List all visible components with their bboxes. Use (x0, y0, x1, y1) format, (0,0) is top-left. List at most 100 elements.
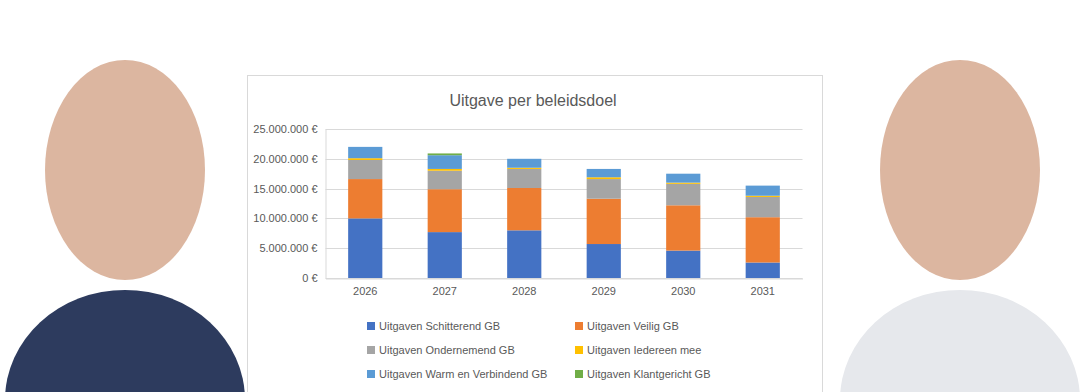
bar (428, 153, 462, 155)
y-tick-label: 15.000.000 € (253, 183, 317, 195)
bar (666, 184, 700, 205)
bar-series (348, 147, 780, 196)
bar (428, 189, 462, 232)
x-tick-label: 2027 (433, 285, 457, 297)
x-tick-label: 2031 (751, 285, 775, 297)
grid-line (326, 218, 803, 219)
x-tick: 2027 (433, 279, 457, 298)
bar-series (348, 218, 780, 278)
bar (428, 171, 462, 189)
legend-item: Uitgaven Schitterend GB (367, 320, 500, 332)
bar (507, 230, 541, 278)
y-tick: 15.000.000 € (253, 183, 325, 195)
bar (666, 173, 700, 174)
legend-label: Uitgaven Schitterend GB (379, 320, 500, 332)
y-tick-label: 10.000.000 € (253, 212, 317, 224)
bar-series (348, 158, 780, 197)
bar (587, 244, 621, 278)
legend-swatch (575, 370, 583, 378)
legend-item: Uitgaven Klantgericht GB (575, 368, 711, 380)
x-tick: 2029 (592, 279, 616, 298)
photo-body (5, 290, 245, 392)
bar (666, 174, 700, 183)
x-tick: 2028 (512, 279, 536, 298)
x-tick: 2031 (751, 279, 775, 298)
legend-label: Uitgaven Veilig GB (587, 320, 679, 332)
bar-series (348, 179, 780, 262)
x-tick-label: 2030 (671, 285, 695, 297)
bar (666, 183, 700, 184)
y-tick: 20.000.000 € (253, 153, 325, 165)
chart-title: Uitgave per beleidsdoel (449, 92, 616, 109)
grid-line (326, 278, 803, 279)
y-tick-label: 25.000.000 € (253, 123, 317, 135)
photo-body (840, 290, 1080, 392)
bar (587, 168, 621, 169)
bar (746, 186, 780, 196)
x-tick-label: 2029 (592, 285, 616, 297)
grid-line (326, 189, 803, 190)
legend-label: Uitgaven Iedereen mee (587, 344, 701, 356)
bar (507, 169, 541, 188)
legend-swatch (575, 322, 583, 330)
x-tick: 2030 (671, 279, 695, 298)
y-tick: 5.000.000 € (259, 242, 325, 254)
legend-swatch (367, 322, 375, 330)
legend-swatch (367, 346, 375, 354)
legend-label: Uitgaven Klantgericht GB (587, 368, 711, 380)
grid-line (326, 159, 803, 160)
bar (587, 199, 621, 244)
y-tick-label: 5.000.000 € (259, 242, 317, 254)
y-tick: 25.000.000 € (253, 123, 325, 135)
bar (348, 218, 382, 278)
bar-series (428, 153, 462, 155)
bar (348, 146, 382, 147)
bar (507, 188, 541, 230)
bar (587, 169, 621, 177)
bar (666, 251, 700, 278)
grid-line (326, 248, 803, 249)
bar (746, 185, 780, 186)
bar (746, 217, 780, 262)
photo-placeholder (5, 60, 245, 392)
legend-swatch (367, 370, 375, 378)
bar (348, 158, 382, 160)
photo-head (880, 60, 1040, 280)
legend-label: Uitgaven Warm en Verbindend GB (379, 368, 547, 380)
bar (746, 196, 780, 197)
photo-head (45, 60, 205, 280)
legend-item: Uitgaven Ondernemend GB (367, 344, 515, 356)
y-tick-label: 0 € (302, 272, 317, 284)
chart-frame (248, 76, 823, 392)
y-axis: 0 € 5.000.000 € 10.000.000 € 15.000.000 € 20… (253, 123, 326, 284)
x-tick-label: 2028 (512, 285, 536, 297)
legend-item: Uitgaven Iedereen mee (575, 344, 701, 356)
bars (348, 147, 780, 278)
bar (348, 147, 382, 158)
legend: Uitgaven Schitterend GB Uitgaven Veilig G… (367, 320, 711, 380)
bar-series (348, 160, 780, 217)
grid (326, 130, 803, 279)
legend-label: Uitgaven Ondernemend GB (379, 344, 515, 356)
bar (428, 155, 462, 169)
y-tick: 0 € (302, 272, 325, 284)
legend-item: Uitgaven Warm en Verbindend GB (367, 368, 547, 380)
y-tick-label: 20.000.000 € (253, 153, 317, 165)
x-tick: 2026 (353, 279, 377, 298)
x-tick-label: 2026 (353, 285, 377, 297)
canvas: Uitgave per beleidsdoel 0 € 5.000.000 € 10.… (0, 0, 1087, 392)
bar (587, 179, 621, 199)
photo-placeholder (840, 60, 1080, 392)
y-axis-line (326, 130, 327, 279)
bar (507, 168, 541, 169)
bar (587, 177, 621, 179)
x-axis: 2026 2027 2028 2029 2030 2031 (326, 279, 803, 298)
bar (666, 205, 700, 250)
y-tick: 10.000.000 € (253, 212, 325, 224)
x-axis-line (326, 279, 803, 280)
grid-line (326, 129, 803, 130)
bar (348, 179, 382, 218)
bar (428, 169, 462, 171)
bar (507, 159, 541, 168)
bar (428, 232, 462, 278)
